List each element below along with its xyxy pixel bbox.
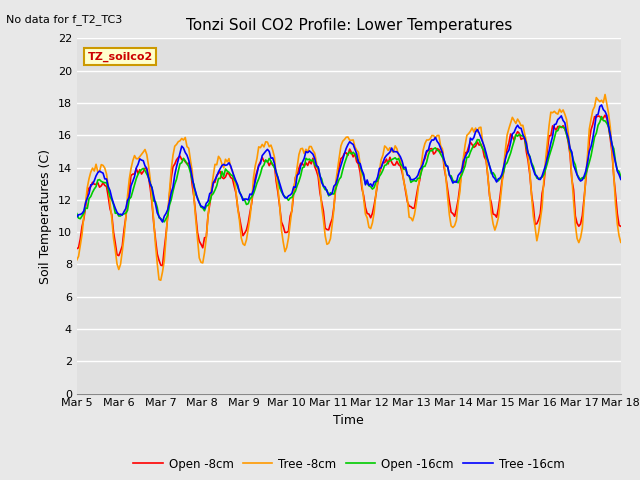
Text: No data for f_T2_TC3: No data for f_T2_TC3 — [6, 14, 123, 25]
Tree -8cm — [206, 198, 214, 204]
Tree -8cm — [207, 185, 215, 191]
Tree -16cm — [73, 214, 81, 220]
Open -8cm — [283, 229, 291, 235]
Tree -8cm — [601, 92, 609, 97]
Open -8cm — [601, 112, 609, 118]
Tree -16cm — [617, 177, 625, 182]
Open -16cm — [207, 192, 215, 198]
Tree -8cm — [369, 220, 376, 226]
Tree -16cm — [102, 176, 110, 182]
Line: Tree -16cm: Tree -16cm — [77, 105, 621, 222]
X-axis label: Time: Time — [333, 414, 364, 427]
Open -16cm — [417, 169, 425, 175]
Open -8cm — [369, 211, 376, 216]
Line: Open -16cm: Open -16cm — [77, 117, 621, 222]
Tree -16cm — [159, 219, 166, 225]
Tree -16cm — [369, 184, 376, 190]
Open -16cm — [283, 195, 291, 201]
Tree -16cm — [598, 102, 605, 108]
Tree -8cm — [102, 171, 110, 177]
Open -16cm — [369, 186, 376, 192]
Y-axis label: Soil Temperatures (C): Soil Temperatures (C) — [39, 148, 52, 284]
Open -8cm — [207, 190, 215, 196]
Open -16cm — [102, 180, 110, 186]
Tree -16cm — [283, 195, 291, 201]
Line: Tree -8cm: Tree -8cm — [77, 95, 621, 280]
Title: Tonzi Soil CO2 Profile: Lower Temperatures: Tonzi Soil CO2 Profile: Lower Temperatur… — [186, 18, 512, 33]
Tree -16cm — [207, 190, 215, 195]
Text: TZ_soilco2: TZ_soilco2 — [88, 52, 153, 62]
Open -16cm — [617, 174, 625, 180]
Tree -8cm — [417, 161, 425, 167]
Legend: Open -8cm, Tree -8cm, Open -16cm, Tree -16cm: Open -8cm, Tree -8cm, Open -16cm, Tree -… — [129, 453, 569, 475]
Open -8cm — [159, 263, 166, 268]
Tree -16cm — [206, 191, 214, 196]
Open -8cm — [206, 201, 214, 207]
Open -8cm — [617, 223, 625, 229]
Open -16cm — [161, 219, 168, 225]
Tree -8cm — [617, 240, 625, 245]
Open -8cm — [102, 183, 110, 189]
Open -16cm — [598, 114, 605, 120]
Open -8cm — [73, 246, 81, 252]
Tree -8cm — [283, 245, 291, 251]
Line: Open -8cm: Open -8cm — [77, 115, 621, 265]
Tree -16cm — [417, 165, 425, 170]
Open -16cm — [206, 199, 214, 205]
Open -16cm — [73, 211, 81, 216]
Open -8cm — [417, 166, 425, 171]
Tree -8cm — [73, 257, 81, 263]
Tree -8cm — [157, 277, 164, 283]
